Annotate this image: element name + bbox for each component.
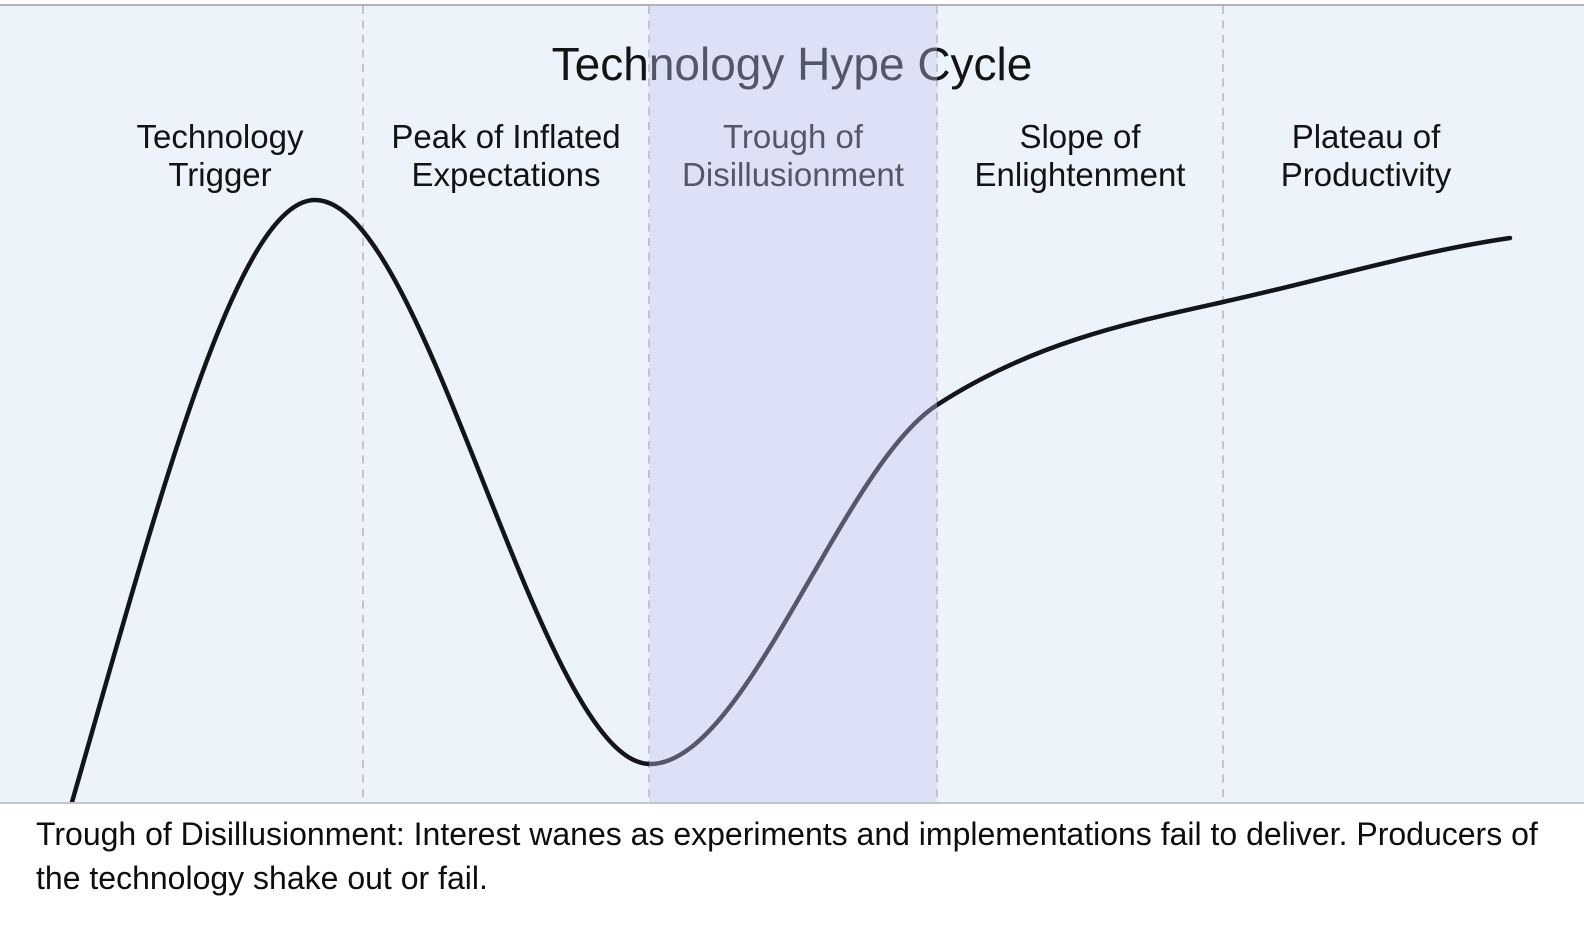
phase-label-trough-of-disillusionment: Trough of Disillusionment [682, 118, 904, 193]
chart-title: Technology Hype Cycle [551, 38, 1033, 90]
trough-highlight-overlay [649, 6, 937, 802]
phase-label-slope-of-enlightenment: Slope of Enlightenment [974, 118, 1186, 193]
phase-label-technology-trigger: Technology Trigger [136, 118, 304, 193]
phase-label-plateau-of-productivity: Plateau of Productivity [1280, 118, 1452, 193]
phase-description-caption: Trough of Disillusionment: Interest wane… [36, 816, 1538, 896]
hype-cycle-plot [69, 6, 1513, 802]
phase-label-peak-of-inflated-expectations: Peak of Inflated Expectations [391, 118, 621, 193]
hype-cycle-chart: Technology Hype Cycle Technology Trigger… [0, 4, 1584, 804]
hype-curve [69, 197, 1513, 802]
